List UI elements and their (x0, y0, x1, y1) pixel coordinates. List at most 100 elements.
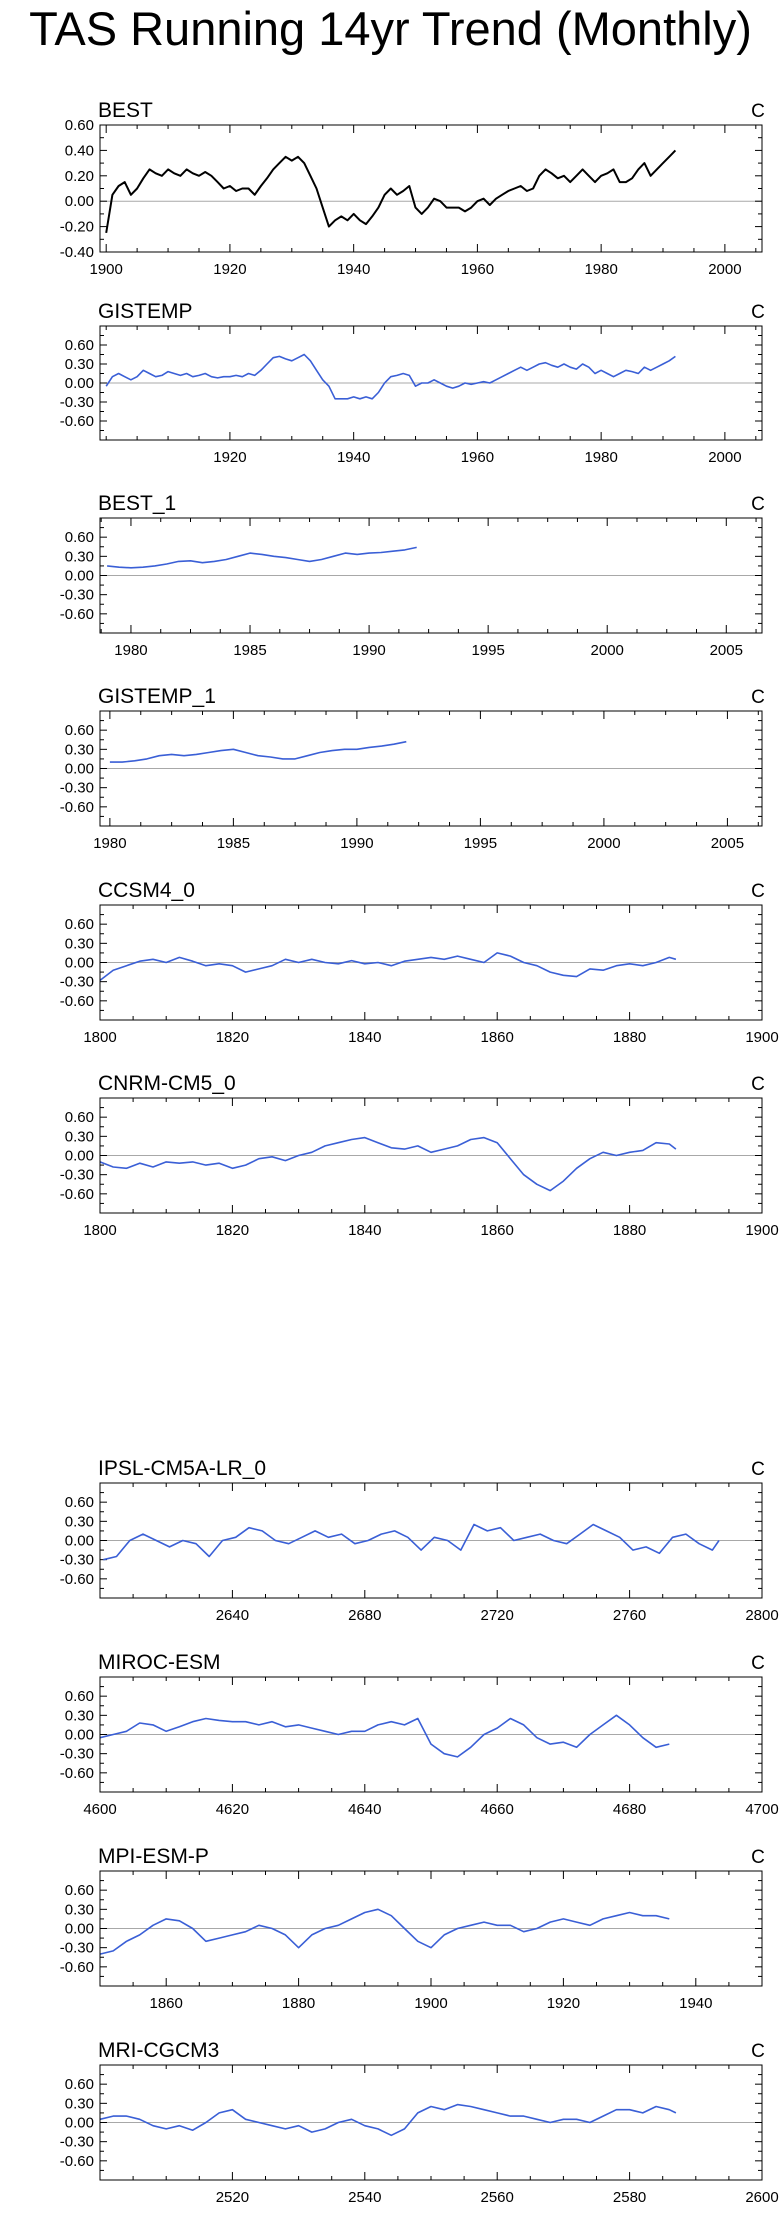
chart-title: GISTEMP (98, 300, 193, 323)
x-tick-label: 2580 (613, 2189, 646, 2206)
x-tick-label: 1820 (216, 1222, 249, 1239)
x-tick-label: 1820 (216, 1029, 249, 1046)
x-tick-label: 1840 (348, 1029, 381, 1046)
x-tick-label: 1840 (348, 1222, 381, 1239)
y-tick-label: 0.60 (65, 2076, 94, 2093)
x-tick-label: 1880 (613, 1222, 646, 1239)
y-tick-label: 0.00 (65, 761, 94, 778)
x-tick-label: 1960 (461, 449, 494, 466)
y-tick-label: 0.30 (65, 741, 94, 758)
chart-title: BEST_1 (98, 492, 176, 515)
series-line-gistemp (105, 353, 676, 400)
x-tick-label: 4700 (745, 1801, 778, 1818)
chart-panel-best: BEST C -0.40 -0.20 0.00 0.20 0.40 0.60 1900 1920 1… (60, 99, 765, 278)
chart-panel-best-1: BEST_1 C -0.60 -0.30 0.00 0.30 0.60 1980 1985 199… (60, 492, 765, 659)
y-tick-label: -0.30 (60, 974, 94, 991)
chart-title: BEST (98, 99, 153, 122)
y-tick-label: -0.40 (60, 244, 94, 261)
x-tick-label: 2560 (481, 2189, 514, 2206)
y-tick-label: 0.30 (65, 548, 94, 565)
y-tick-label: 0.40 (65, 142, 94, 159)
x-tick-label: 1980 (93, 835, 126, 852)
x-tick-label: 4660 (481, 1801, 514, 1818)
chart-title: MPI-ESM-P (98, 1845, 209, 1868)
x-tick-label: 1940 (337, 449, 370, 466)
chart-title: CCSM4_0 (98, 879, 195, 902)
y-tick-label: 0.00 (65, 955, 94, 972)
x-tick-label: 2600 (745, 2189, 778, 2206)
y-tick-label: 0.30 (65, 1707, 94, 1724)
plot-frame (99, 517, 763, 634)
chart-title: MRI-CGCM3 (98, 2039, 219, 2062)
y-tick-label: -0.60 (60, 1571, 94, 1588)
y-tick-label: 0.00 (65, 1148, 94, 1165)
x-tick-label: 1960 (461, 261, 494, 278)
units-label: C (751, 687, 765, 708)
units-label: C (751, 1459, 765, 1480)
chart-panel-ccsm4-0: CCSM4_0 C -0.60 -0.30 0.00 0.30 0.60 1800 1820 18… (60, 879, 779, 1046)
x-tick-label: 2540 (348, 2189, 381, 2206)
y-tick-label: -0.60 (60, 1959, 94, 1976)
y-tick-label: 0.30 (65, 1128, 94, 1145)
series-line-ipsl-cm5a-lr-0 (103, 1523, 720, 1561)
x-tick-label: 1920 (547, 1995, 580, 2012)
chart-panel-gistemp: GISTEMP C -0.60 -0.30 0.00 0.30 0.60 1920 1940 19… (60, 300, 765, 466)
y-tick-label: -0.60 (60, 2153, 94, 2170)
y-tick-label: -0.60 (60, 1765, 94, 1782)
x-tick-label: 1900 (89, 261, 122, 278)
x-tick-label: 1860 (481, 1222, 514, 1239)
y-tick-label: 0.60 (65, 916, 94, 933)
x-tick-label: 2005 (711, 835, 744, 852)
x-tick-label: 2000 (708, 449, 741, 466)
y-tick-label: -0.30 (60, 1552, 94, 1569)
x-tick-label: 2800 (745, 1607, 778, 1624)
chart-panel-miroc-esm: MIROC-ESM C -0.60 -0.30 0.00 0.30 0.60 4600 4620… (60, 1651, 779, 1818)
x-tick-label: 2000 (587, 835, 620, 852)
y-tick-label: 0.30 (65, 356, 94, 373)
y-tick-label: 0.30 (65, 935, 94, 952)
x-tick-label: 4600 (83, 1801, 116, 1818)
y-tick-label: -0.30 (60, 780, 94, 797)
x-tick-label: 1990 (340, 835, 373, 852)
x-tick-label: 1920 (213, 261, 246, 278)
y-tick-label: 0.00 (65, 2115, 94, 2132)
y-tick-label: 0.60 (65, 1494, 94, 1511)
series-line-best-1 (107, 546, 417, 569)
y-tick-label: 0.60 (65, 529, 94, 546)
x-tick-label: 1900 (745, 1029, 778, 1046)
y-tick-label: -0.30 (60, 1167, 94, 1184)
y-tick-label: -0.20 (60, 219, 94, 236)
x-tick-label: 1900 (414, 1995, 447, 2012)
x-tick-label: 1800 (83, 1029, 116, 1046)
plot-frame (99, 1676, 763, 1793)
series-line-miroc-esm (99, 1714, 670, 1758)
x-tick-label: 2760 (613, 1607, 646, 1624)
y-tick-label: -0.60 (60, 606, 94, 623)
y-tick-label: 0.60 (65, 1882, 94, 1899)
x-tick-label: 4620 (216, 1801, 249, 1818)
x-tick-label: 4640 (348, 1801, 381, 1818)
series-line-mpi-esm-p (99, 1908, 670, 1955)
x-tick-label: 2005 (710, 642, 743, 659)
x-tick-label: 1880 (613, 1029, 646, 1046)
x-tick-label: 2680 (348, 1607, 381, 1624)
y-tick-label: 0.30 (65, 1901, 94, 1918)
plot-frame (99, 710, 763, 827)
y-tick-label: -0.30 (60, 1746, 94, 1763)
chart-title: IPSL-CM5A-LR_0 (98, 1457, 266, 1480)
y-tick-label: -0.30 (60, 2134, 94, 2151)
y-tick-label: 0.60 (65, 1109, 94, 1126)
units-label: C (751, 1653, 765, 1674)
x-tick-label: 4680 (613, 1801, 646, 1818)
y-tick-label: 0.00 (65, 193, 94, 210)
x-tick-label: 1990 (352, 642, 385, 659)
units-label: C (751, 2041, 765, 2062)
x-tick-label: 1880 (282, 1995, 315, 2012)
x-tick-label: 2640 (216, 1607, 249, 1624)
chart-panel-mri-cgcm3: MRI-CGCM3 C -0.60 -0.30 0.00 0.30 0.60 2520 2540… (60, 2039, 779, 2206)
y-tick-label: 0.60 (65, 722, 94, 739)
y-tick-label: 0.20 (65, 168, 94, 185)
y-tick-label: 0.00 (65, 1727, 94, 1744)
x-tick-label: 1980 (584, 261, 617, 278)
